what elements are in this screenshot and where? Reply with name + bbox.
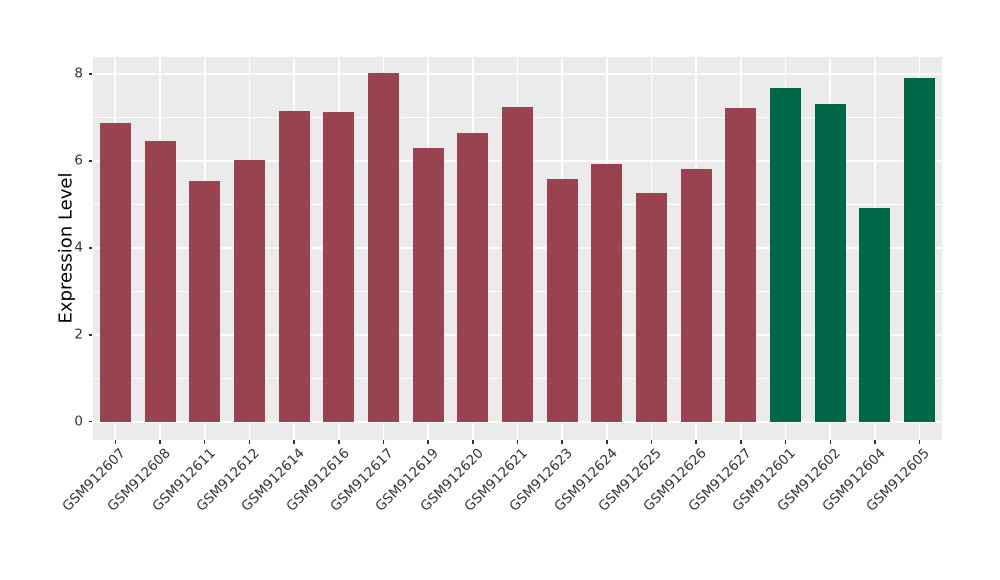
- bar-GSM912601: [770, 87, 802, 422]
- x-axis-tick: [829, 440, 832, 444]
- bar-GSM912604: [859, 208, 891, 422]
- bar-GSM912607: [99, 123, 131, 422]
- bar-GSM912617: [367, 73, 399, 422]
- bar-GSM912627: [725, 107, 757, 422]
- bar-GSM912614: [278, 111, 310, 422]
- x-axis-tick: [248, 440, 251, 444]
- x-axis-tick: [874, 440, 876, 444]
- bar-GSM912625: [636, 192, 668, 422]
- x-axis-tick: [203, 440, 206, 444]
- x-axis-tick: [918, 440, 921, 444]
- y-tick-label: 4: [74, 239, 83, 256]
- bar-GSM912621: [502, 106, 533, 422]
- y-axis-tick: [88, 160, 92, 162]
- y-tick-label: 2: [74, 326, 83, 343]
- bar-GSM912623: [546, 179, 578, 422]
- x-axis-tick: [784, 440, 787, 444]
- x-axis-tick: [159, 440, 161, 444]
- x-axis-tick: [293, 440, 295, 444]
- bar-GSM912619: [412, 147, 444, 422]
- y-tick-label: 6: [74, 152, 83, 169]
- x-axis-tick: [561, 440, 563, 444]
- bar-GSM912620: [457, 133, 489, 422]
- x-axis-tick: [606, 440, 608, 444]
- bar-GSM912608: [144, 141, 176, 422]
- bar-GSM912624: [591, 164, 623, 422]
- bar-GSM912611: [189, 181, 221, 422]
- x-axis-tick: [472, 440, 474, 444]
- x-axis-tick: [695, 440, 697, 444]
- x-axis-tick: [740, 440, 742, 444]
- bar-GSM912626: [680, 169, 712, 422]
- y-tick-label: 8: [74, 65, 83, 82]
- y-axis-tick: [88, 334, 92, 336]
- x-axis-tick: [382, 440, 385, 444]
- y-axis-tick: [88, 73, 92, 75]
- y-axis-tick: [88, 247, 92, 249]
- x-axis-tick: [338, 440, 340, 444]
- x-axis-tick: [114, 440, 117, 444]
- x-axis-tick: [650, 440, 653, 444]
- plot-panel: [93, 57, 942, 440]
- y-tick-label: 0: [74, 412, 83, 429]
- bar-GSM912616: [323, 111, 355, 422]
- x-axis-tick: [427, 440, 429, 444]
- bar-GSM912612: [233, 160, 265, 422]
- y-axis-tick: [88, 420, 92, 423]
- bar-GSM912605: [904, 78, 936, 422]
- bar-GSM912602: [814, 104, 846, 422]
- x-axis-tick: [516, 440, 519, 444]
